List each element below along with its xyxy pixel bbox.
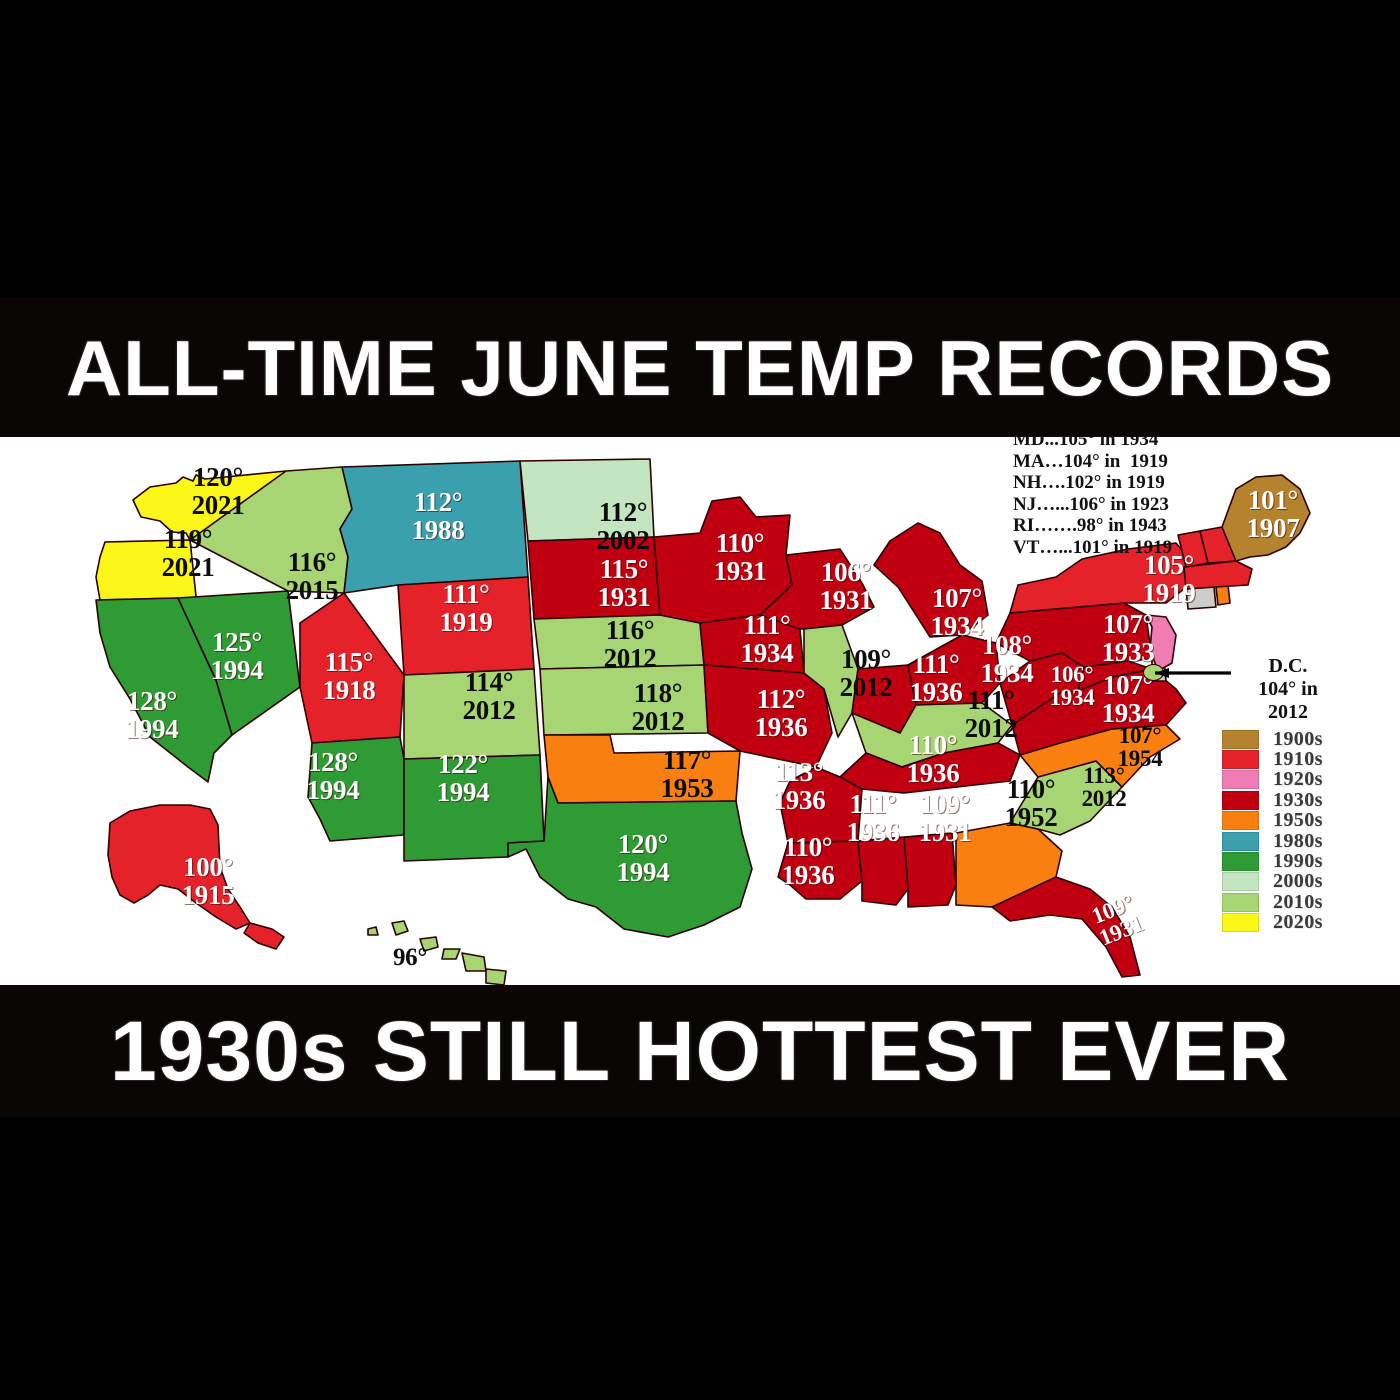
state-ny[interactable] [1009, 542, 1195, 614]
top-title-text: ALL-TIME JUNE TEMP RECORDS [65, 323, 1335, 412]
legend-item-1900s[interactable]: 1900s [1222, 727, 1323, 750]
page-title: ALL-TIME JUNE TEMP RECORDS [66, 323, 1334, 414]
small-states-note: MD...105° in 1934 MA…104° in 1919 NH….102°… [1013, 437, 1172, 558]
state-al[interactable] [903, 832, 957, 908]
legend-swatch-2010s [1222, 892, 1259, 912]
legend-label-2000s: 2000s [1273, 870, 1323, 893]
legend-item-2020s[interactable]: 2020s [1222, 911, 1323, 934]
bottom-title-text: 1930s STILL HOTTEST EVER [109, 1003, 1291, 1098]
legend-swatch-1950s [1222, 811, 1259, 831]
state-ak[interactable] [107, 804, 251, 930]
state-me[interactable] [1221, 474, 1311, 562]
legend-item-2010s[interactable]: 2010s [1222, 890, 1323, 913]
page-subtitle: 1930s STILL HOTTEST EVER [110, 1003, 1290, 1100]
legend-swatch-2020s [1222, 913, 1259, 933]
legend-label-1930s: 1930s [1273, 788, 1323, 811]
decade-legend: 1900s 1910s 1920s 1930s 1950s 1980s 1990s 2000s… [1222, 727, 1323, 934]
legend-swatch-1980s [1222, 831, 1259, 851]
state-az[interactable] [307, 736, 405, 842]
island-hi1 [367, 926, 379, 936]
legend-label-1980s: 1980s [1273, 829, 1323, 852]
legend-swatch-1910s [1222, 750, 1259, 770]
island-hi3 [419, 936, 439, 952]
state-ia[interactable] [699, 614, 805, 674]
top-title-band: ALL-TIME JUNE TEMP RECORDS [0, 298, 1400, 438]
legend-item-1910s[interactable]: 1910s [1222, 748, 1323, 771]
state-la[interactable] [777, 840, 863, 900]
state-ms[interactable] [857, 836, 909, 906]
legend-label-2010s: 2010s [1273, 890, 1323, 913]
legend-label-1950s: 1950s [1273, 809, 1323, 832]
state-tx[interactable] [507, 776, 753, 938]
bottom-title-band: 1930s STILL HOTTEST EVER [0, 985, 1400, 1117]
legend-item-1950s[interactable]: 1950s [1222, 809, 1323, 832]
state-fl[interactable] [991, 876, 1141, 978]
map-panel: 120° 2021 119° 2021 116° 2015 112° 1988 112° 2002… [0, 437, 1400, 985]
legend-swatch-1930s [1222, 790, 1259, 810]
state-mn[interactable] [653, 496, 793, 624]
state-wy[interactable] [397, 576, 535, 676]
states-layer [95, 458, 1311, 985]
state-sd[interactable] [527, 536, 661, 620]
legend-item-1990s[interactable]: 1990s [1222, 850, 1323, 873]
legend-item-1980s[interactable]: 1980s [1222, 829, 1323, 852]
legend-swatch-1990s [1222, 852, 1259, 872]
state-il[interactable] [803, 624, 859, 738]
dc-line-2: 104° in [1258, 678, 1318, 700]
legend-swatch-2000s [1222, 872, 1259, 892]
legend-item-1930s[interactable]: 1930s [1222, 788, 1323, 811]
map-canvas: 120° 2021 119° 2021 116° 2015 112° 1988 112° 2002… [0, 437, 1400, 985]
legend-swatch-1900s [1222, 729, 1259, 749]
island-hi6 [485, 968, 507, 985]
state-or[interactable] [95, 539, 197, 605]
small-state-note-line: MA…104° in 1919 [1013, 450, 1168, 472]
legend-item-1920s[interactable]: 1920s [1222, 768, 1323, 791]
small-state-note-line: MD...105° in 1934 [1013, 437, 1159, 450]
us-choropleth-map [95, 458, 1311, 985]
island-hi2 [391, 920, 409, 936]
small-state-note-line: NH….102° in 1919 [1013, 472, 1165, 493]
dc-line-1: D.C. [1268, 655, 1308, 677]
small-state-note-line: VT…...101° in 1919 [1013, 536, 1173, 558]
state-mt[interactable] [339, 460, 529, 594]
small-state-note-line: NJ…...106° in 1923 [1013, 493, 1169, 515]
state-co[interactable] [403, 668, 541, 760]
state-nd[interactable] [519, 458, 655, 542]
state-ok[interactable] [543, 734, 741, 804]
legend-label-1910s: 1910s [1273, 748, 1323, 771]
state-ks[interactable] [539, 664, 709, 736]
island-hi5 [461, 952, 487, 972]
state-ut[interactable] [299, 592, 405, 744]
dc-arrow-icon [1155, 668, 1231, 678]
legend-label-1990s: 1990s [1273, 850, 1323, 873]
legend-label-1900s: 1900s [1273, 727, 1323, 750]
legend-item-2000s[interactable]: 2000s [1222, 870, 1323, 893]
state-sc[interactable] [1009, 760, 1123, 836]
state-nj[interactable] [1145, 614, 1177, 672]
state-ct[interactable] [1185, 586, 1217, 610]
legend-label-1920s: 1920s [1273, 768, 1323, 791]
island-hi4 [441, 948, 461, 960]
dc-annotation: D.C. 104° in 2012 [1228, 655, 1348, 724]
legend-swatch-1920s [1222, 770, 1259, 790]
state-ne[interactable] [533, 614, 705, 670]
state-mi[interactable] [873, 522, 989, 638]
state-ri[interactable] [1215, 584, 1231, 606]
state-oh[interactable] [907, 634, 1001, 706]
small-state-note-line: RI…….98° in 1943 [1013, 515, 1167, 536]
island-aktail [243, 922, 285, 950]
dc-line-3: 2012 [1268, 701, 1308, 723]
legend-label-2020s: 2020s [1273, 911, 1323, 934]
